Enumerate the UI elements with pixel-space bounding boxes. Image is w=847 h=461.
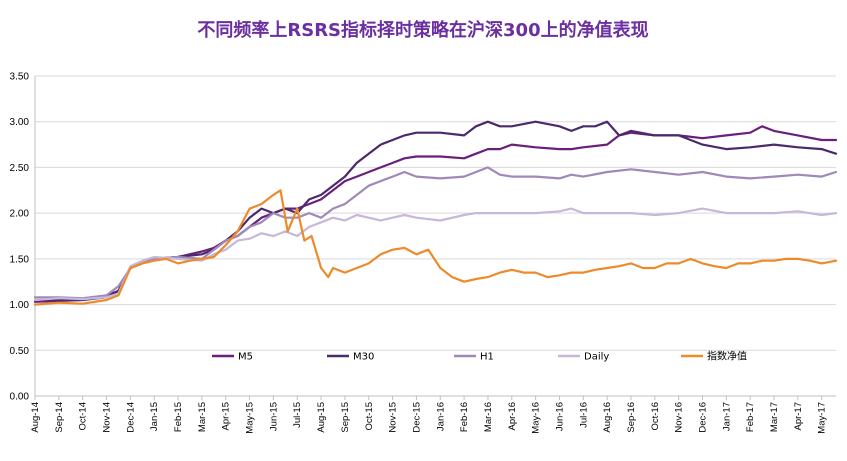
- legend-label: H1: [480, 352, 494, 363]
- y-tick-label: 3.50: [10, 72, 30, 83]
- x-tick-label: Apr-16: [507, 402, 518, 431]
- x-tick-label: Jan-17: [721, 402, 732, 431]
- series-line-2: [33, 166, 838, 300]
- chart-title: 不同频率上RSRS指标择时策略在沪深300上的净值表现: [197, 19, 648, 41]
- x-tick-label: Dec-14: [125, 402, 136, 433]
- x-tick-label: Sep-15: [340, 402, 351, 433]
- x-tick-label: Mar-17: [769, 402, 780, 432]
- x-tick-label: Jul-15: [292, 402, 303, 428]
- legend-label: M30: [353, 352, 374, 363]
- x-tick-label: Sep-14: [54, 402, 65, 433]
- x-tick-label: Jul-16: [578, 402, 589, 428]
- series-line-1: [33, 120, 838, 302]
- x-tick-label: Oct-16: [650, 402, 661, 431]
- x-tick-label: Mar-16: [483, 402, 494, 432]
- x-tick-label: Dec-16: [698, 402, 709, 433]
- x-tick-label: Apr-15: [221, 402, 232, 431]
- x-tick-label: Aug-16: [602, 402, 613, 433]
- x-tick-label: Aug-14: [30, 402, 41, 433]
- y-tick-label: 2.50: [10, 163, 30, 174]
- grid-lines: [35, 75, 836, 351]
- x-tick-labels: Aug-14 Sep-14 Oct-14 Nov-14 Dec-14 Jan-15 Feb-…: [30, 402, 828, 434]
- x-tick-label: Jun-16: [554, 402, 565, 431]
- y-tick-label: 1.00: [10, 300, 30, 311]
- x-tick-label: Jun-15: [268, 402, 279, 431]
- y-tick-label: 0.50: [10, 346, 30, 357]
- x-tick-label: Jan-16: [435, 402, 446, 431]
- legend-label: Daily: [584, 352, 609, 363]
- series-lines: [33, 120, 838, 306]
- x-tick-label: Mar-15: [197, 402, 208, 432]
- y-tick-label: 1.50: [10, 254, 30, 265]
- y-tick-label: 3.00: [10, 117, 30, 128]
- x-tick-label: Oct-15: [364, 402, 375, 431]
- x-tick-label: Feb-15: [173, 402, 184, 432]
- legend: M5 M30 H1 Daily 指数净值: [212, 350, 747, 363]
- axes: [34, 76, 836, 400]
- x-tick-label: Feb-16: [459, 402, 470, 432]
- y-tick-label: 0.00: [10, 392, 30, 403]
- x-tick-label: Feb-17: [745, 402, 756, 432]
- x-tick-label: Jan-15: [149, 402, 160, 431]
- series-line-0: [33, 125, 838, 303]
- x-tick-label: May-16: [531, 402, 542, 434]
- x-tick-label: Nov-15: [388, 402, 399, 433]
- y-tick-labels: 0.00 0.50 1.00 1.50 2.00 2.50 3.00 3.50: [10, 72, 30, 403]
- x-tick-label: May-17: [817, 402, 828, 434]
- legend-label: M5: [238, 352, 253, 363]
- x-tick-label: Oct-14: [78, 402, 89, 431]
- x-tick-label: Aug-15: [316, 402, 327, 433]
- y-tick-label: 2.00: [10, 209, 30, 220]
- x-tick-label: Sep-16: [626, 402, 637, 433]
- x-tick-label: May-15: [245, 402, 256, 434]
- x-tick-label: Nov-16: [674, 402, 685, 433]
- x-tick-label: Nov-14: [102, 402, 113, 433]
- x-tick-label: Apr-17: [793, 402, 804, 431]
- series-line-4: [33, 189, 838, 306]
- legend-label: 指数净值: [707, 350, 747, 363]
- x-tick-label: Dec-15: [411, 402, 422, 433]
- series-line-3: [33, 207, 838, 302]
